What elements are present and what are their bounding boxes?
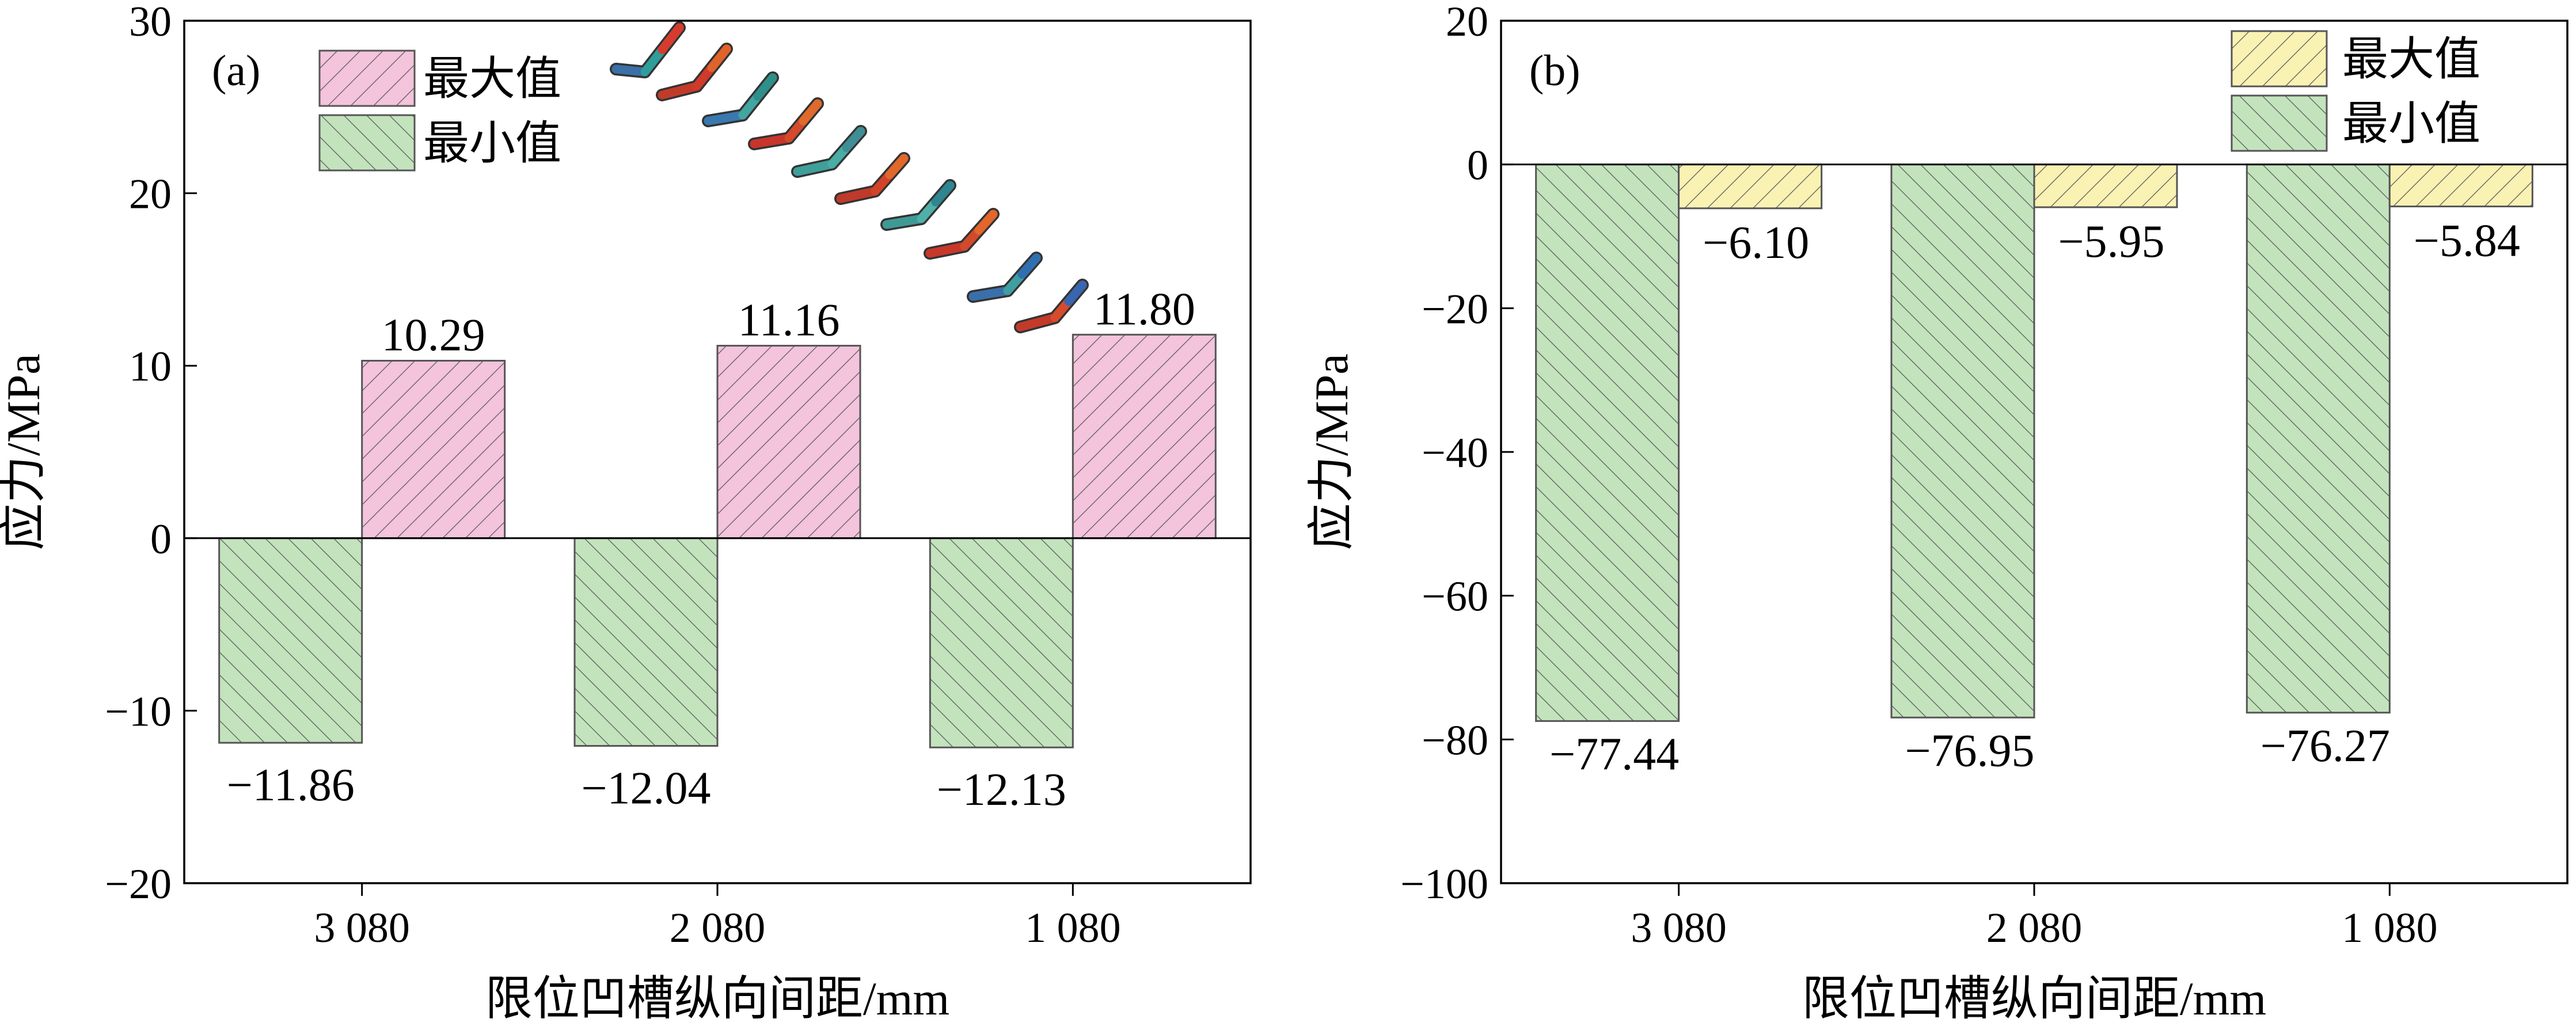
bar-max-1	[1678, 164, 1823, 210]
plot-frame	[183, 20, 1252, 884]
bar-min-2	[1890, 164, 2035, 719]
data-label-max-1: 10.29	[382, 310, 485, 361]
inset-bar-3c	[753, 73, 777, 101]
inset-bar-7a	[882, 214, 926, 229]
y-tick-label-6: 30	[129, 0, 172, 45]
bar-min-3	[929, 537, 1074, 748]
y-tick-label-6: 0	[1467, 142, 1488, 189]
inset-bar-4a	[750, 134, 793, 149]
legend-swatch-1	[2231, 30, 2328, 88]
inset-bar-1a	[611, 64, 649, 77]
inset-bar-6a	[836, 187, 880, 203]
data-label-max-2: −5.95	[2058, 216, 2164, 267]
x-axis-title: 限位凹槽纵向间距/mm	[485, 972, 949, 1025]
bar-min-1	[1535, 164, 1680, 722]
panel-tag: (a)	[212, 47, 260, 95]
inset-bent-bar-models	[610, 21, 1089, 333]
y-tick-label-4: 10	[129, 343, 172, 390]
inset-bar-9a	[968, 286, 1012, 301]
y-tick-label-1: −20	[105, 861, 172, 908]
bar-max-3	[1072, 333, 1217, 539]
x-tick-label-1: 3 080	[1631, 904, 1727, 952]
y-tick-label-7: 20	[1446, 0, 1488, 45]
legend-label-1: 最大值	[2342, 35, 2480, 85]
bar-max-1	[361, 360, 506, 539]
legend-swatch-2	[2231, 94, 2328, 152]
inset-bar-9c	[1017, 253, 1041, 279]
legend-swatch-1	[318, 50, 416, 107]
y-tick-label-5: 20	[129, 171, 172, 218]
inset-bar-1c	[658, 23, 684, 54]
inset-bar-5a	[793, 159, 837, 176]
inset-bar-10a	[1016, 313, 1059, 332]
inset-bar-2c	[707, 44, 731, 72]
x-tick-label-2: 2 080	[670, 904, 766, 952]
legend-label-1: 最大值	[423, 54, 561, 105]
bar-min-1	[218, 537, 363, 744]
inset-bar-2a	[658, 82, 701, 100]
y-tick-label-1: −100	[1400, 861, 1488, 908]
y-tick-label-5: −20	[1422, 286, 1488, 333]
data-label-min-1: −77.44	[1549, 729, 1679, 780]
y-tick-label-4: −40	[1422, 430, 1488, 477]
inset-bar-4c	[799, 99, 822, 126]
y-tick-label-2: −10	[105, 688, 172, 735]
x-tick-label-3: 1 080	[1025, 904, 1121, 952]
data-label-max-2: 11.16	[738, 295, 839, 345]
legend-label-2: 最小值	[2342, 99, 2480, 150]
bar-max-2	[2033, 164, 2178, 208]
x-tick-label-2: 2 080	[1986, 904, 2083, 952]
bar-max-2	[716, 344, 861, 539]
bar-min-3	[2246, 164, 2391, 714]
panel-tag: (b)	[1529, 47, 1580, 95]
inset-bar-7c	[931, 181, 955, 207]
data-label-min-2: −12.04	[581, 763, 711, 814]
y-axis-title: 应力/MPa	[0, 354, 50, 550]
inset-bar-5c	[842, 127, 865, 152]
y-axis-title: 应力/MPa	[1305, 354, 1358, 550]
x-tick-label-3: 1 080	[2342, 904, 2438, 952]
legend-swatch-2	[318, 114, 416, 172]
y-tick-label-3: 0	[150, 516, 172, 563]
x-axis-title: 限位凹槽纵向间距/mm	[1802, 972, 2266, 1025]
inset-bar-10c	[1064, 280, 1087, 306]
data-label-min-3: −12.13	[937, 765, 1066, 815]
x-tick-label-1: 3 080	[314, 904, 410, 952]
data-label-max-3: 11.80	[1093, 284, 1195, 335]
y-tick-label-3: −60	[1422, 573, 1488, 621]
inset-bar-8a	[925, 242, 969, 258]
data-label-max-1: −6.10	[1703, 218, 1809, 268]
data-label-min-1: −11.86	[227, 760, 355, 811]
legend-label-2: 最小值	[423, 119, 561, 169]
data-label-min-2: −76.95	[1905, 725, 2034, 776]
chart-panel-b: −77.44 −6.10 3 080 −76.95 −5.95 2 080 −76.27 −5…	[1305, 0, 2569, 1025]
bar-min-2	[573, 537, 719, 747]
inset-bar-6c	[885, 154, 909, 179]
inset-bar-8c	[974, 210, 998, 235]
data-label-min-3: −76.27	[2260, 721, 2390, 771]
y-tick-label-2: −80	[1422, 717, 1488, 764]
chart-panel-a: −11.86 10.29 3 080 −12.04 11.16 2 080 −12.13 11…	[0, 0, 1252, 1025]
data-label-max-3: −5.84	[2414, 216, 2520, 267]
bar-max-3	[2388, 164, 2533, 208]
inset-bar-3a	[704, 111, 747, 126]
